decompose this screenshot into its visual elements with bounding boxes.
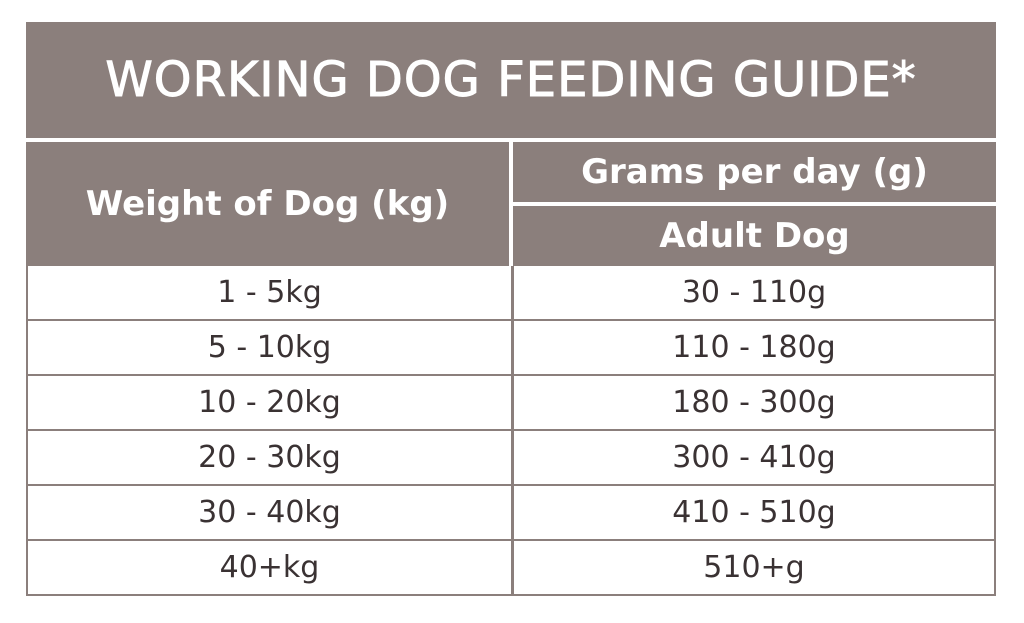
cell-grams: 180 - 300g [511, 376, 996, 431]
table-row: 5 - 10kg 110 - 180g [26, 321, 996, 376]
title-bar: WORKING DOG FEEDING GUIDE* [26, 22, 996, 138]
cell-grams: 110 - 180g [511, 321, 996, 376]
column-subheader-adult: Adult Dog [513, 206, 996, 266]
cell-weight: 30 - 40kg [26, 486, 511, 541]
cell-weight: 10 - 20kg [26, 376, 511, 431]
feeding-guide-table: WORKING DOG FEEDING GUIDE* Weight of Dog… [26, 22, 996, 596]
table-row: 20 - 30kg 300 - 410g [26, 431, 996, 486]
column-header-grams: Grams per day (g) [513, 142, 996, 202]
cell-weight: 40+kg [26, 541, 511, 596]
cell-weight: 1 - 5kg [26, 266, 511, 321]
cell-weight: 5 - 10kg [26, 321, 511, 376]
table-row: 30 - 40kg 410 - 510g [26, 486, 996, 541]
cell-grams: 410 - 510g [511, 486, 996, 541]
page-title: WORKING DOG FEEDING GUIDE* [105, 52, 917, 109]
column-header-weight: Weight of Dog (kg) [26, 142, 509, 266]
cell-grams: 30 - 110g [511, 266, 996, 321]
cell-grams: 510+g [511, 541, 996, 596]
table-row: 10 - 20kg 180 - 300g [26, 376, 996, 431]
table-body: 1 - 5kg 30 - 110g 5 - 10kg 110 - 180g 10… [26, 266, 996, 596]
cell-grams: 300 - 410g [511, 431, 996, 486]
table-row: 40+kg 510+g [26, 541, 996, 596]
cell-weight: 20 - 30kg [26, 431, 511, 486]
table-row: 1 - 5kg 30 - 110g [26, 266, 996, 321]
